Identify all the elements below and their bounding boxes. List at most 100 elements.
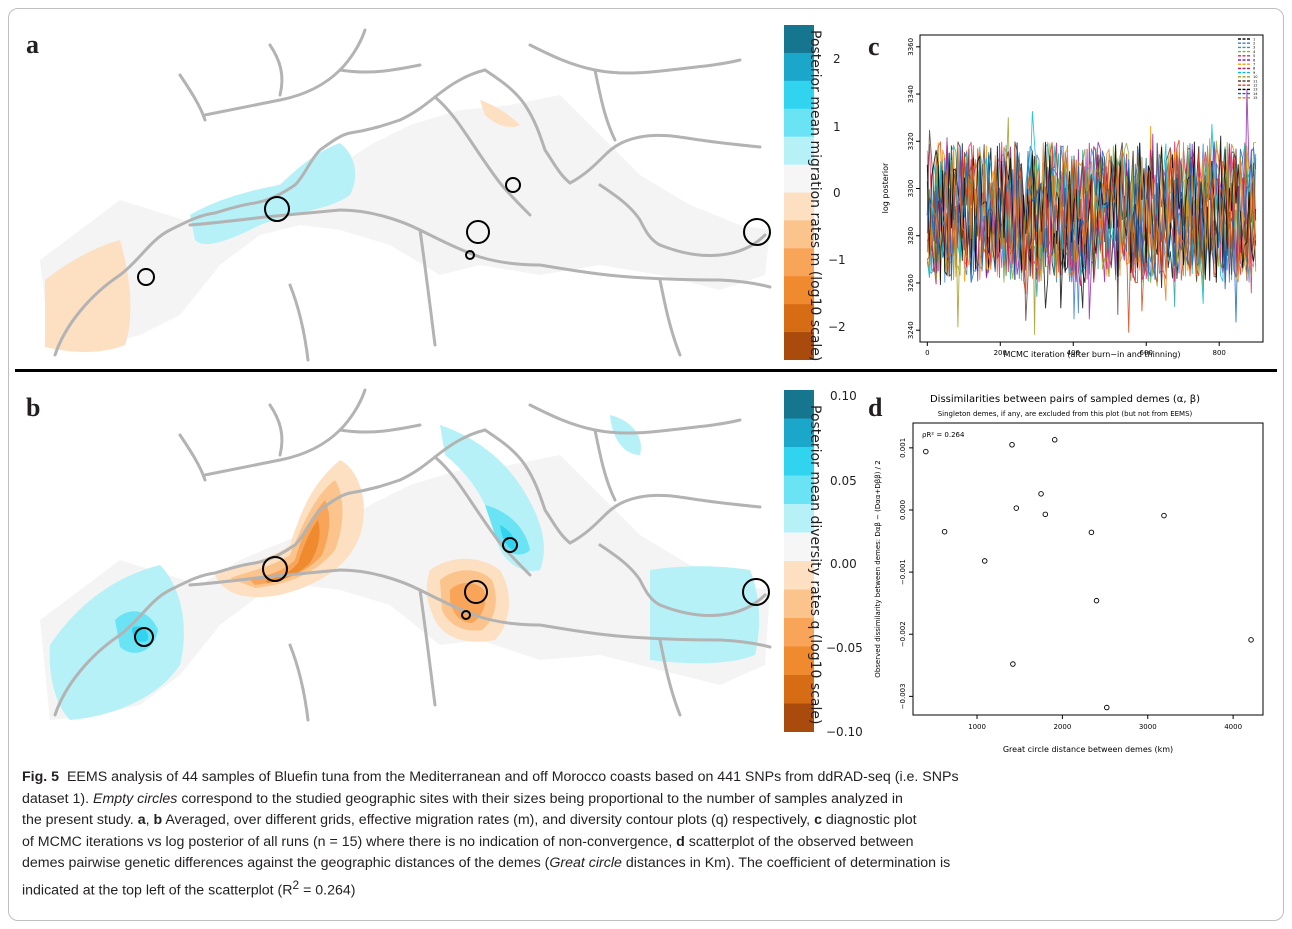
scatter-subtitle: Singleton demes, if any, are excluded fr… [938,410,1193,418]
caption-text: EEMS analysis of 44 samples of Bluefin t… [66,769,959,785]
scatter-point [1009,441,1015,448]
trace-plot: 3240 3260 3280 3300 3320 3340 3360 0 200 400 600 8… [881,34,1264,359]
colorbar-swatch [784,276,814,305]
trace-ytick-label: 3340 [907,85,915,103]
caption-italic: Empty circles [93,790,178,807]
colorbar-swatch [784,675,814,704]
caption-text: dataset 1). [22,790,90,807]
trace-xtick-label: 400 [1067,349,1080,357]
panel-label-b: b [26,393,41,422]
scatter-point [1010,661,1016,667]
scatter-point [1013,505,1020,511]
trace-legend-label: 7 [1253,63,1255,67]
caption-sup: 2 [292,877,300,892]
scatter-xtick-label: 2000 [1053,723,1071,731]
trace-ytick-label: 3300 [907,180,915,198]
colorbar-swatch [784,532,814,562]
trace-legend-label: 15 [1253,96,1258,100]
scatter-point [981,558,988,564]
caption-text: demes pairwise genetic differences again… [22,855,550,871]
caption-text: = 0.264) [303,882,356,899]
colorbar-swatch [784,304,814,333]
trace-ytick-label: 3240 [907,321,915,339]
trace-xtick-label: 200 [994,349,1007,357]
trace-ytick-label: 3280 [907,227,915,245]
caption-line-4: of MCMC iterations vs log posterior of a… [22,832,1272,854]
scatter-plot: Dissimilarities between pairs of sampled… [874,394,1264,754]
colorbar-swatch [784,332,814,360]
caption-line-5: demes pairwise genetic differences again… [22,853,1272,875]
panel-label-c: c [868,32,880,61]
cbar-a-tick: 0 [833,186,841,200]
scatter-point [941,528,948,535]
caption-fig-label: Fig. 5 [22,769,60,785]
colorbar-swatch [784,192,814,221]
scatter-ytick-label: 0.000 [899,500,907,520]
trace-xlabel: MCMC iteration (after burn−in and thinni… [1003,350,1180,359]
caption-text: Averaged, over different grids, effectiv… [165,812,811,828]
trace-xtick-label: 800 [1213,349,1226,357]
trace-series-line [926,139,1257,333]
trace-lines [926,89,1257,335]
trace-ytick-label: 3320 [907,132,915,150]
colorbar-swatch [784,80,814,110]
colorbar-swatch [784,504,814,533]
scatter-ytick-label: −0.001 [899,559,907,585]
cbar-b-tick: 0.10 [830,389,857,403]
trace-ylabel: log posterior [881,162,890,213]
figure-frame [8,8,1284,921]
panel-label-a: a [26,30,39,59]
cbar-b-tick: −0.05 [826,641,863,655]
scatter-point [1093,597,1100,604]
panel-divider [15,369,1277,372]
scatter-point [1104,704,1110,711]
colorbar-swatch [784,164,814,193]
scatter-point [1088,529,1095,536]
cbar-a-tick: −1 [828,253,846,267]
colorbar-swatch [784,475,814,505]
colorbar-swatch [784,646,814,676]
colorbar-swatch [784,52,814,82]
scatter-xtick-label: 4000 [1224,723,1242,731]
colorbar-swatch [784,25,814,54]
colorbar-swatch [784,108,814,138]
scatter-point [923,448,929,455]
scatter-point [1161,512,1167,519]
colorbar-swatch [784,618,814,647]
scatter-ytick-label: −0.002 [899,621,907,647]
trace-legend-label: 5 [1253,54,1255,58]
scatter-ytick-label: −0.003 [899,683,907,709]
scatter-point [1038,491,1044,497]
trace-series-line [926,138,1257,301]
caption-text: diagnostic plot [825,812,917,828]
trace-legend-label: 11 [1253,79,1258,83]
colorbar-swatch [784,136,814,166]
caption-bold: b [153,812,163,828]
trace-legend-label: 6 [1253,58,1256,62]
diversity-map [40,388,772,722]
trace-legend-label: 8 [1253,67,1256,71]
figure-caption: Fig. 5 EEMS analysis of 44 samples of Bl… [22,767,1272,902]
diversity-colorbar-title: Posterior mean diversity rates q (log10 … [807,405,823,725]
colorbar-swatch [784,418,814,448]
colorbar-swatch [784,447,814,476]
scatter-title: Dissimilarities between pairs of sampled… [930,394,1200,405]
scatter-point [1248,637,1254,643]
migration-colorbar [784,25,814,360]
cbar-b-tick: −0.10 [826,725,863,739]
caption-text: of MCMC iterations vs log posterior of a… [22,833,673,850]
trace-ytick-label: 3360 [907,38,915,56]
colorbar-swatch [784,589,814,619]
caption-text: indicated at the top left of the scatter… [22,882,293,899]
trace-legend-label: 13 [1253,88,1258,92]
caption-text: the present study. [22,812,134,828]
scatter-xlabel: Great circle distance between demes (km) [1003,745,1173,754]
caption-text: scatterplot of the observed between [688,833,914,850]
scatter-frame [912,422,1264,716]
caption-bold: d [676,833,685,850]
trace-xtick-label: 0 [925,349,929,357]
caption-line-3: the present study. a, b Averaged, over d… [22,810,1272,832]
scatter-annotation: ρR² = 0.264 [922,431,965,439]
caption-text: distances in Km). The coefficient of det… [625,855,951,871]
